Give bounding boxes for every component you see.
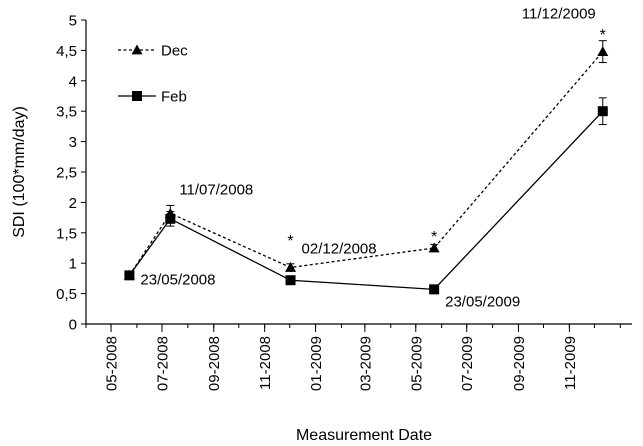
axes: 0 0,5 1 1,5 2 2,5 3 3,5 4 4,5 5 05-2008 07-2008 09-20…: [56, 13, 632, 391]
y-tick-label: 5: [69, 13, 77, 30]
x-tick-label: 05-2009: [408, 336, 425, 391]
x-tick-label: 05-2008: [104, 336, 121, 391]
y-tick-label: 1,5: [56, 225, 77, 242]
legend-label: Feb: [161, 89, 187, 106]
legend: Dec Feb: [118, 43, 188, 106]
y-tick-label: 2: [69, 195, 77, 212]
y-tick-label: 4: [69, 73, 77, 90]
significance-star: *: [600, 27, 606, 44]
date-annotation: 11/12/2009: [522, 6, 596, 23]
x-tick-label: 09-2008: [206, 336, 223, 391]
square-marker: [285, 275, 296, 286]
significance-star: *: [431, 229, 437, 246]
square-marker: [124, 270, 135, 281]
y-tick-label: 0,5: [56, 286, 77, 303]
triangle-marker: [285, 261, 297, 272]
x-axis-label: Measurement Date: [296, 427, 432, 444]
date-annotation: 02/12/2008: [302, 240, 377, 257]
date-annotation: 23/05/2008: [140, 271, 215, 288]
series-layer: [123, 40, 609, 295]
y-tick-label: 3: [69, 134, 77, 151]
legend-label: Dec: [161, 43, 188, 60]
series-line: [128, 110, 604, 291]
x-tick-label: 07-2009: [459, 336, 476, 391]
x-tick-label: 11-2009: [562, 336, 579, 390]
date-annotation: 11/07/2008: [179, 181, 253, 198]
x-tick-label: 11-2008: [257, 336, 274, 390]
triangle-marker: [597, 46, 609, 57]
significance-star: *: [287, 233, 293, 250]
triangle-marker: [428, 242, 440, 253]
triangle-marker: [131, 44, 143, 55]
square-marker: [165, 213, 176, 224]
x-tick-label: 07-2008: [154, 336, 171, 391]
x-tick-label: 01-2009: [308, 336, 325, 391]
y-axis-label: SDI (100*mm/day): [11, 106, 28, 238]
square-marker: [132, 91, 142, 101]
series-feb: [124, 97, 608, 295]
annotation-layer: 23/05/2008 11/07/2008 02/12/2008 23/05/2009…: [140, 6, 605, 311]
y-tick-label: 4,5: [56, 43, 77, 60]
y-tick-label: 3,5: [56, 104, 77, 121]
square-marker: [597, 106, 608, 117]
x-tick-label: 09-2009: [511, 336, 528, 391]
y-tick-label: 2,5: [56, 165, 77, 182]
x-tick-label: 03-2009: [357, 336, 374, 391]
y-tick-label: 1: [69, 256, 77, 273]
date-annotation: 23/05/2009: [445, 293, 520, 310]
y-tick-label: 0: [69, 317, 77, 334]
square-marker: [429, 284, 440, 295]
